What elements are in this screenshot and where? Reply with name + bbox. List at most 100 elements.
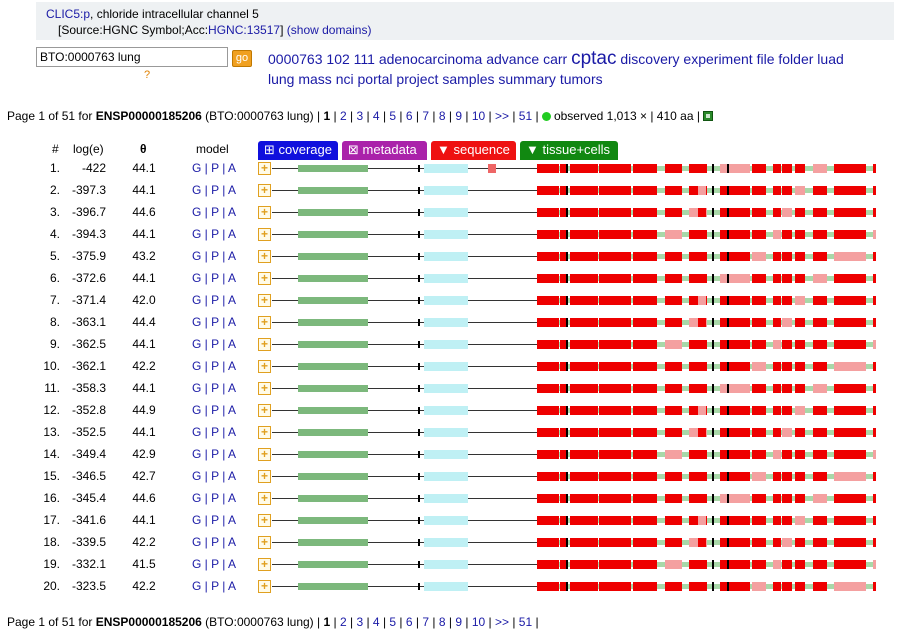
page-link[interactable]: 9 xyxy=(455,615,463,629)
tag-link[interactable]: 0000763 xyxy=(268,51,323,67)
tag-link[interactable]: discovery xyxy=(620,51,680,67)
coverage-track[interactable] xyxy=(272,488,876,510)
tag-link[interactable]: adenocarcinoma xyxy=(378,51,483,67)
page-link[interactable]: 2 xyxy=(339,615,347,629)
tag-link[interactable]: file xyxy=(756,51,775,67)
coverage-track[interactable] xyxy=(272,268,876,290)
model-links[interactable]: G | P | A xyxy=(192,491,237,505)
coverage-track[interactable] xyxy=(272,400,876,422)
coverage-track[interactable] xyxy=(272,576,876,598)
page-link[interactable]: 6 xyxy=(405,109,413,123)
page-link[interactable]: 10 xyxy=(471,109,486,123)
tag-link[interactable]: carr xyxy=(543,51,568,67)
coverage-track[interactable] xyxy=(272,246,876,268)
model-links[interactable]: G | P | A xyxy=(192,271,237,285)
tab-tissue-cells[interactable]: ▼ tissue+cells xyxy=(520,141,618,160)
expand-icon[interactable]: + xyxy=(258,294,271,307)
tag-link[interactable]: portal xyxy=(357,71,393,87)
expand-icon[interactable]: + xyxy=(258,382,271,395)
model-links[interactable]: G | P | A xyxy=(192,249,237,263)
hgnc-link[interactable]: HGNC:13517 xyxy=(208,23,281,37)
model-links[interactable]: G | P | A xyxy=(192,579,237,593)
tab-coverage[interactable]: ⊞ coverage xyxy=(258,141,338,160)
coverage-track[interactable] xyxy=(272,422,876,444)
coverage-track[interactable] xyxy=(272,444,876,466)
go-button[interactable]: go xyxy=(232,50,252,67)
model-links[interactable]: G | P | A xyxy=(192,469,237,483)
page-link[interactable]: 7 xyxy=(422,615,430,629)
tag-link[interactable]: folder xyxy=(778,51,814,67)
model-links[interactable]: G | P | A xyxy=(192,161,237,175)
page-link[interactable]: 8 xyxy=(438,615,446,629)
tag-link[interactable]: lung xyxy=(268,71,295,87)
model-links[interactable]: G | P | A xyxy=(192,513,237,527)
model-links[interactable]: G | P | A xyxy=(192,337,237,351)
model-links[interactable]: G | P | A xyxy=(192,425,237,439)
expand-icon[interactable]: + xyxy=(258,580,271,593)
tag-link[interactable]: advance xyxy=(486,51,540,67)
model-links[interactable]: G | P | A xyxy=(192,205,237,219)
expand-icon[interactable]: + xyxy=(258,360,271,373)
expand-icon[interactable]: + xyxy=(258,206,271,219)
coverage-track[interactable] xyxy=(272,334,876,356)
expand-icon[interactable]: + xyxy=(258,228,271,241)
coverage-track[interactable] xyxy=(272,202,876,224)
coverage-track[interactable] xyxy=(272,356,876,378)
coverage-track[interactable] xyxy=(272,158,876,180)
expand-icon[interactable]: + xyxy=(258,426,271,439)
tag-link[interactable]: samples xyxy=(442,71,495,87)
tab-metadata[interactable]: ⊠ metadata xyxy=(342,141,427,160)
model-links[interactable]: G | P | A xyxy=(192,359,237,373)
expand-icon[interactable]: + xyxy=(258,162,271,175)
expand-icon[interactable]: + xyxy=(258,536,271,549)
page-link[interactable]: 51 xyxy=(518,109,533,123)
tag-link[interactable]: mass xyxy=(298,71,332,87)
coverage-track[interactable] xyxy=(272,180,876,202)
tag-link[interactable]: project xyxy=(396,71,439,87)
page-link[interactable]: 9 xyxy=(455,109,463,123)
expand-icon[interactable]: + xyxy=(258,492,271,505)
expand-icon[interactable]: + xyxy=(258,470,271,483)
page-link[interactable]: >> xyxy=(494,109,509,123)
spreadsheet-icon[interactable] xyxy=(703,111,714,121)
page-link[interactable]: 2 xyxy=(339,109,347,123)
page-link[interactable]: 6 xyxy=(405,615,413,629)
model-links[interactable]: G | P | A xyxy=(192,227,237,241)
expand-icon[interactable]: + xyxy=(258,338,271,351)
coverage-track[interactable] xyxy=(272,532,876,554)
page-link[interactable]: 5 xyxy=(389,109,397,123)
expand-icon[interactable]: + xyxy=(258,272,271,285)
page-link[interactable]: 4 xyxy=(372,615,380,629)
coverage-track[interactable] xyxy=(272,224,876,246)
expand-icon[interactable]: + xyxy=(258,558,271,571)
tag-link[interactable]: summary xyxy=(498,71,556,87)
page-link[interactable]: 10 xyxy=(471,615,486,629)
coverage-track[interactable] xyxy=(272,312,876,334)
page-link[interactable]: 3 xyxy=(356,109,364,123)
coverage-track[interactable] xyxy=(272,554,876,576)
model-links[interactable]: G | P | A xyxy=(192,403,237,417)
page-link[interactable]: 3 xyxy=(356,615,364,629)
coverage-track[interactable] xyxy=(272,290,876,312)
page-link[interactable]: 7 xyxy=(422,109,430,123)
page-link[interactable]: 4 xyxy=(372,109,380,123)
expand-icon[interactable]: + xyxy=(258,514,271,527)
tag-link[interactable]: experiment xyxy=(683,51,753,67)
expand-icon[interactable]: + xyxy=(258,250,271,263)
show-domains-link[interactable]: (show domains) xyxy=(286,23,372,37)
model-links[interactable]: G | P | A xyxy=(192,447,237,461)
tag-link[interactable]: cptac xyxy=(571,48,617,69)
coverage-track[interactable] xyxy=(272,466,876,488)
gene-link[interactable]: CLIC5:p xyxy=(46,7,91,21)
help-link[interactable]: ? xyxy=(144,69,151,81)
tag-link[interactable]: 102 xyxy=(326,51,350,67)
model-links[interactable]: G | P | A xyxy=(192,381,237,395)
coverage-track[interactable] xyxy=(272,510,876,532)
expand-icon[interactable]: + xyxy=(258,184,271,197)
page-link[interactable]: 8 xyxy=(438,109,446,123)
tag-link[interactable]: luad xyxy=(817,51,844,67)
expand-icon[interactable]: + xyxy=(258,404,271,417)
tag-link[interactable]: tumors xyxy=(559,71,603,87)
model-links[interactable]: G | P | A xyxy=(192,293,237,307)
tag-link[interactable]: nci xyxy=(335,71,354,87)
